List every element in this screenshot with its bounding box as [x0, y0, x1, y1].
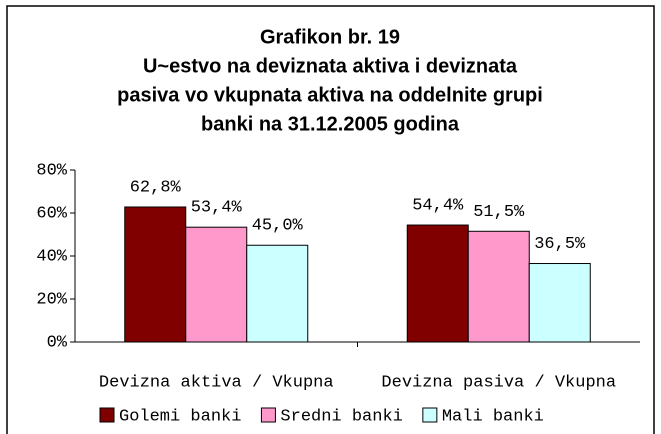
y-tick-label: 60% — [36, 204, 67, 223]
data-label: 51,5% — [473, 203, 525, 222]
y-tick-label: 20% — [36, 290, 67, 309]
x-tick-label: Devizna aktiva / Vkupna — [99, 373, 334, 392]
y-tick-label: 0% — [47, 333, 68, 352]
bar — [467, 230, 530, 343]
data-label: 45,0% — [252, 217, 304, 236]
legend-swatch — [99, 407, 115, 423]
chart-title: pasiva vo vkupnata aktiva na oddelnite g… — [117, 84, 543, 106]
legend-swatch — [422, 407, 438, 423]
data-label: 54,4% — [412, 197, 464, 216]
y-tick-label: 80% — [36, 161, 67, 180]
data-label: 53,4% — [191, 199, 243, 218]
legend-label: Sredni banki — [280, 407, 402, 426]
y-tick-label: 40% — [36, 247, 67, 266]
legend-swatch — [260, 407, 276, 423]
chart-title: U~estvo na deviznata aktiva i deviznata — [143, 55, 518, 77]
legend-label: Mali banki — [442, 407, 544, 426]
data-label: 36,5% — [534, 235, 586, 254]
chart-title: Grafikon br. 19 — [260, 26, 400, 48]
legend-label: Golemi banki — [119, 407, 241, 426]
data-label: 62,8% — [130, 178, 182, 197]
bar — [406, 224, 469, 343]
chart-frame — [6, 5, 655, 434]
bar — [124, 206, 187, 343]
bar — [528, 263, 591, 343]
chart-title: banki na 31.12.2005 godina — [201, 113, 460, 135]
bar — [185, 226, 248, 343]
bar — [246, 244, 309, 343]
x-tick-label: Devizna pasiva / Vkupna — [381, 373, 616, 392]
